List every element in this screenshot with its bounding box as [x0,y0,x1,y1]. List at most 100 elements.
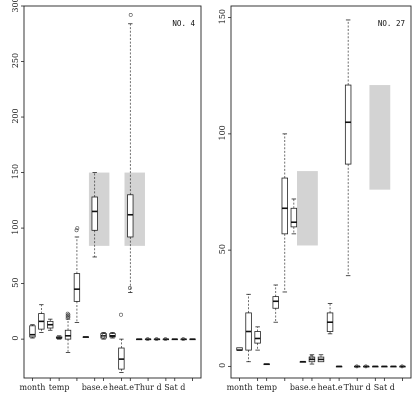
x-tick-label: Thur d [344,383,371,392]
y-tick-label: 150 [218,9,227,24]
box-7 [82,336,89,338]
box-body [290,207,298,228]
plot-frame [230,5,412,379]
box-2 [245,293,252,363]
box-body [344,84,352,165]
box-7 [290,198,298,235]
box-3 [47,318,54,331]
outlier-point [101,335,106,339]
y-tick-label: 0 [218,363,227,368]
box-body [272,296,279,309]
y-tick-label: 150 [11,164,20,179]
y-tick-label: 50 [218,244,227,254]
plot-frame [23,5,202,379]
x-tick-label: temp [256,383,277,392]
y-tick-label: 300 [11,0,20,13]
outlier-point [145,337,150,342]
outlier-point [163,337,168,342]
box-3 [254,326,261,351]
box-2 [38,304,45,333]
box-12 [127,12,134,293]
outlier-point [66,312,71,317]
box-19 [399,364,406,369]
box-15 [153,337,161,342]
y-tick-label: 100 [218,125,227,140]
x-tick-label: month [19,383,45,392]
box-15 [363,364,370,369]
chart-panel-1: 0 50 100 150 200 250 300 month temp base.e heat.e T… [11,0,202,392]
box-19 [189,338,196,341]
box-16 [372,365,379,368]
outlier-point [128,12,133,17]
box-13 [136,338,143,341]
outlier-point [127,286,132,290]
y-tick-label: 100 [11,219,20,234]
box-18 [180,337,187,342]
panel-label: NO. 4 [172,19,195,28]
outlier-point [354,364,359,369]
chart-panel-2: 0 50 100 150 month temp base.e heat.e Thur d Sat … [218,5,412,392]
box-12 [335,365,343,368]
box-5 [64,311,72,353]
outlier-point [65,316,70,320]
box-8 [91,172,98,258]
outlier-point [363,364,368,369]
x-tick-label: heat.e [109,383,134,392]
box-10 [317,354,325,363]
y-tick-label: 0 [11,336,20,341]
outlier-point [65,311,70,316]
box-14 [354,364,361,369]
box-body [281,177,288,235]
y-tick-label: 250 [11,53,20,68]
box-9 [100,332,107,340]
box-1 [29,324,36,339]
box-8 [299,360,307,363]
box-6 [281,133,288,293]
outlier-point [400,364,404,369]
box-body [64,329,72,340]
box-11 [118,312,125,373]
box-4 [55,335,63,340]
outlier-point [66,315,71,319]
outlier-point [154,337,159,342]
x-tick-label: Thur d [135,383,162,392]
box-body [254,331,261,344]
outlier-point [102,332,106,337]
highlight-region-1 [297,171,318,246]
x-tick-label: base.e [82,383,108,392]
box-body [127,194,134,238]
outlier-point [181,337,186,342]
box-5 [272,284,279,323]
outlier-point [309,355,314,359]
box-body [73,273,81,302]
box-body [29,325,36,338]
panel-label: NO. 27 [378,19,405,28]
outlier-point [65,313,70,318]
box-11 [326,303,334,335]
x-tick-label: heat.e [317,383,342,392]
box-13 [344,19,352,277]
box-4 [263,363,270,366]
box-18 [390,365,397,368]
outlier-point [119,312,123,317]
x-tick-label: month [227,383,253,392]
y-tick-label: 50 [11,278,20,288]
box-17 [381,365,388,368]
x-tick-label: Sat d [164,383,185,392]
box-9 [308,354,316,365]
box-1 [236,347,243,351]
box-16 [162,337,170,342]
outlier-point [74,228,79,233]
box-17 [171,338,178,341]
box-body [91,196,98,231]
y-tick-label: 200 [11,108,20,123]
outlier-point [75,226,80,230]
box-6 [73,226,81,323]
x-tick-label: Sat d [374,383,395,392]
x-tick-label: base.e [290,383,316,392]
box-14 [144,337,152,342]
highlight-region-2 [369,85,391,190]
x-tick-label: temp [49,383,70,392]
box-10 [109,332,116,339]
